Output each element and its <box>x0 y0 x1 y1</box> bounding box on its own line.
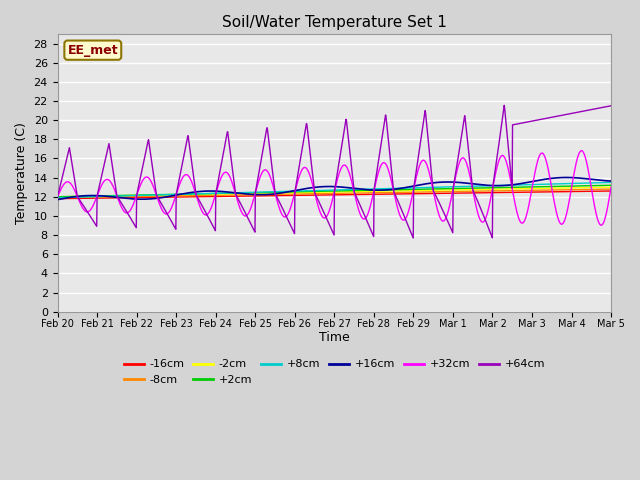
Title: Soil/Water Temperature Set 1: Soil/Water Temperature Set 1 <box>222 15 447 30</box>
Text: EE_met: EE_met <box>67 44 118 57</box>
X-axis label: Time: Time <box>319 331 349 344</box>
Y-axis label: Temperature (C): Temperature (C) <box>15 122 28 224</box>
Legend: -16cm, -8cm, -2cm, +2cm, +8cm, +16cm, +32cm, +64cm: -16cm, -8cm, -2cm, +2cm, +8cm, +16cm, +3… <box>119 355 549 389</box>
